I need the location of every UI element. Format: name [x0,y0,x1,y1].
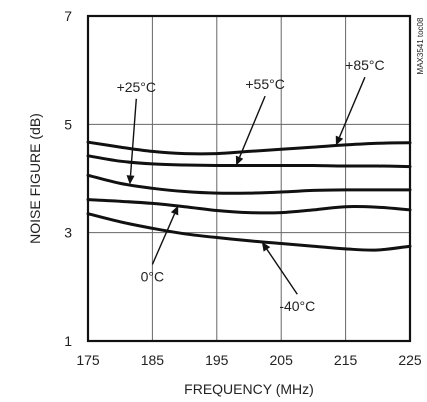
y-tick-label: 3 [64,225,72,241]
annotation-arrow-line [151,213,176,265]
series-curves [86,140,412,252]
x-tick-label: 195 [205,352,229,368]
y-tick-label: 5 [64,116,72,132]
series-line [86,198,412,215]
annotation-label: +85°C [345,57,384,73]
annotation-arrowhead [126,175,135,185]
annotation-arrowhead [235,155,244,166]
annotation-arrow-line [238,95,266,158]
annotation-label: +25°C [117,79,156,95]
annotation-arrow-line [338,76,366,138]
series-line [86,212,412,252]
series-line [86,140,412,156]
x-tick-labels: 175 185 195 205 215 225 [76,352,422,368]
annotation-arrowhead [335,135,344,146]
x-axis-title: FREQUENCY (MHz) [184,381,314,397]
annotation-label: 0°C [141,268,165,284]
plot-frame [86,14,412,343]
x-tick-label: 185 [141,352,165,368]
x-tick-label: 175 [76,352,100,368]
curve-annotations: +25°C +55°C +85°C 0°C -40°C [117,57,385,314]
annotation-arrowhead [261,241,271,252]
y-tick-label: 7 [64,8,72,24]
series-line [86,173,412,195]
y-tick-label: 1 [64,333,72,349]
y-axis-title: NOISE FIGURE (dB) [27,113,43,244]
y-tick-labels: 1 3 5 7 [64,8,72,349]
annotation-arrowhead [170,205,179,216]
annotation-label: +55°C [245,76,284,92]
x-tick-label: 215 [334,352,358,368]
annotation-arrow-line [266,248,298,295]
series-line [86,154,412,169]
annotation-label: -40°C [279,298,315,314]
annotation-arrow-line [129,98,137,176]
figure-id-tag: MAX3541 toc08 [416,17,425,74]
x-tick-label: 225 [398,352,422,368]
grid-lines [88,16,410,341]
x-tick-label: 205 [270,352,294,368]
